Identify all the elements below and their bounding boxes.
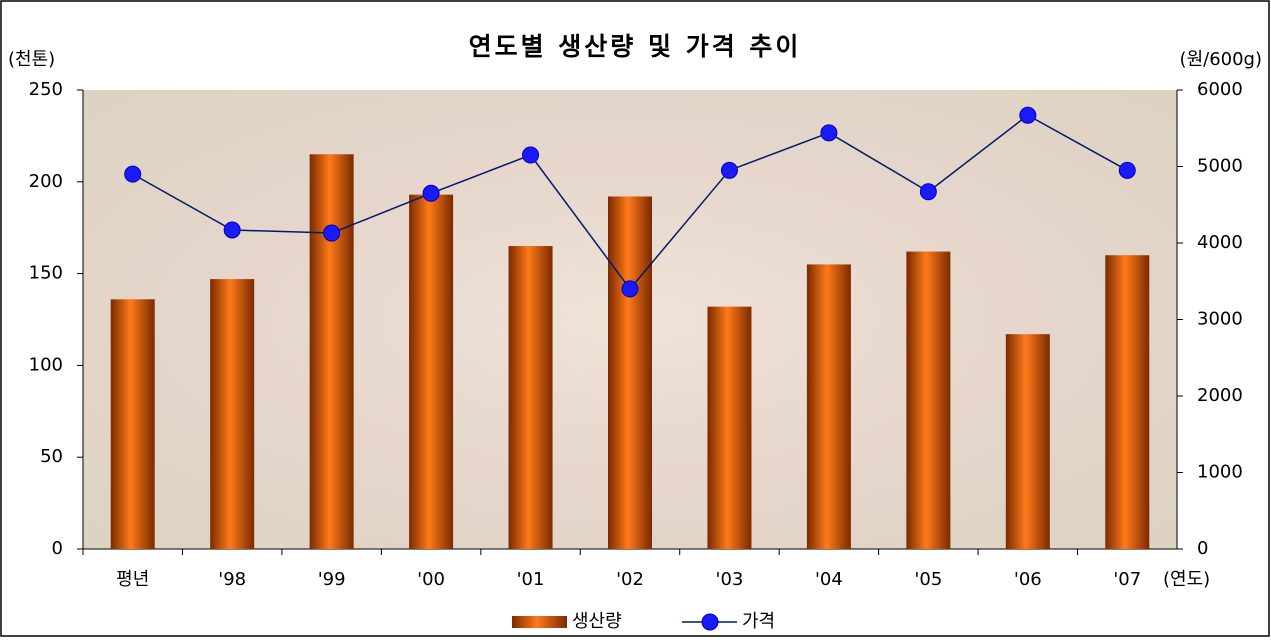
y-axis-label: (천톤) [8,49,55,70]
bar [110,299,155,549]
x-tick-label: '00 [417,569,445,590]
y2-tick-label: 1000 [1197,462,1243,483]
line-marker [1118,161,1136,179]
line-marker [919,183,937,201]
y2-tick-label: 3000 [1197,309,1243,330]
y-tick-label: 150 [29,263,63,284]
y-tick-label: 50 [40,446,63,467]
y-tick-label: 100 [29,354,63,375]
x-tick-label: '05 [914,569,942,590]
x-tick-label: '04 [815,569,843,590]
y2-axis-label: (원/600g) [1180,49,1262,70]
bar [906,251,951,549]
bar [210,279,255,549]
bar [1005,334,1050,549]
bar [608,196,652,549]
line-marker [522,146,540,164]
line-marker [223,221,241,239]
x-tick-label: '99 [318,569,346,590]
y2-tick-label: 0 [1197,538,1208,559]
legend-swatch-marker [701,613,719,631]
line-marker [124,165,142,183]
x-tick-label: 평년 [116,569,149,590]
y2-tick-label: 2000 [1197,385,1243,406]
x-tick-label: '06 [1014,569,1042,590]
bar [806,264,851,549]
line-marker [422,184,440,202]
bar [309,154,354,549]
y-tick-label: 0 [52,538,63,559]
line-marker [621,280,639,298]
bar [707,306,752,549]
x-tick-label: '07 [1113,569,1141,590]
line-marker [323,224,341,242]
y2-tick-label: 6000 [1197,79,1243,100]
bar [508,246,553,549]
y2-tick-label: 4000 [1197,232,1243,253]
x-tick-label: '01 [517,569,545,590]
line-marker [1019,106,1037,124]
bar [409,194,454,550]
legend-swatch [512,616,567,628]
x-axis-label: (연도) [1163,569,1210,590]
legend-label: 가격 [742,611,775,632]
x-tick-label: '98 [218,569,246,590]
x-tick-label: '02 [616,569,644,590]
line-marker [820,124,838,142]
y-tick-label: 200 [29,171,63,192]
x-tick-label: '03 [716,569,744,590]
y2-tick-label: 5000 [1197,156,1243,177]
legend-label: 생산량 [572,611,622,632]
y-tick-label: 250 [29,79,63,100]
line-marker [720,161,738,179]
chart-title: 연도별 생산량 및 가격 추이 [469,32,802,61]
bar [1105,255,1150,550]
